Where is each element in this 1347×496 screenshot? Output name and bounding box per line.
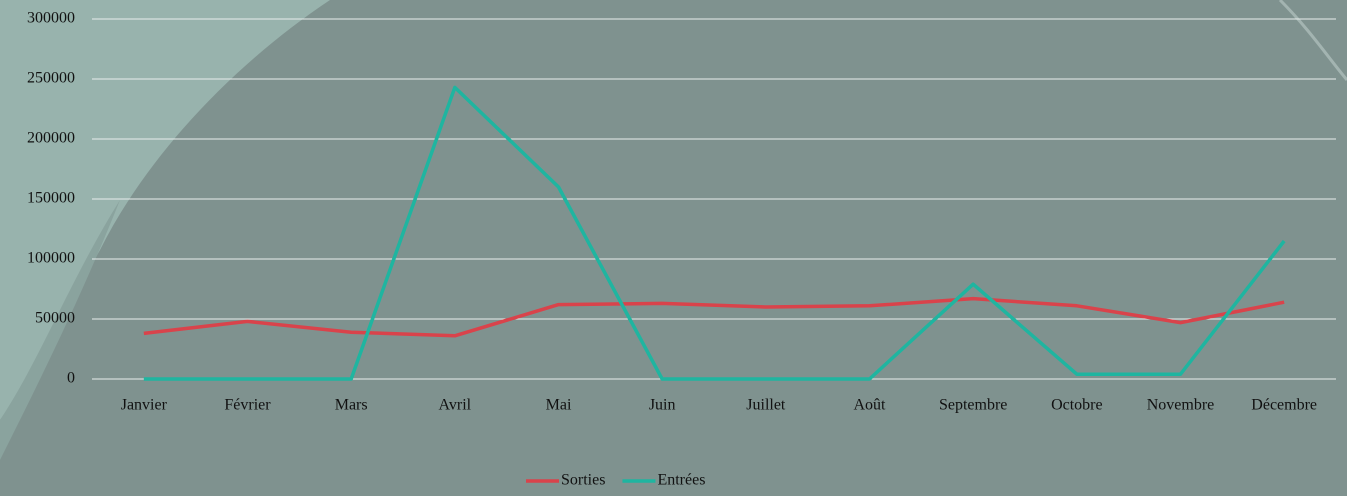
x-tick-label: Janvier xyxy=(121,397,168,414)
decor xyxy=(0,200,120,460)
y-tick-label: 250000 xyxy=(27,70,75,87)
x-tick-label: Novembre xyxy=(1147,397,1215,414)
y-tick-label: 100000 xyxy=(27,250,75,267)
legend-label: Entrées xyxy=(657,472,705,489)
decor xyxy=(0,0,330,420)
x-tick-label: Mai xyxy=(546,397,572,414)
decor xyxy=(1278,0,1347,81)
y-tick-label: 150000 xyxy=(27,190,75,207)
series-line xyxy=(143,85,1286,381)
x-tick-label: Juillet xyxy=(746,397,786,414)
x-tick-label: Août xyxy=(854,397,887,414)
y-tick-label: 200000 xyxy=(27,130,75,147)
x-tick-label: Mars xyxy=(335,397,368,414)
x-tick-label: Février xyxy=(224,397,271,414)
legend-label: Sorties xyxy=(561,472,605,489)
y-tick-label: 300000 xyxy=(27,10,75,27)
series-line xyxy=(143,296,1285,338)
x-tick-label: Avril xyxy=(439,397,472,414)
x-tick-label: Décembre xyxy=(1251,397,1317,414)
y-tick-label: 50000 xyxy=(35,310,75,327)
y-tick-label: 0 xyxy=(67,370,75,387)
x-tick-label: Septembre xyxy=(939,397,1007,414)
x-tick-label: Octobre xyxy=(1051,397,1103,414)
x-tick-label: Juin xyxy=(649,397,676,414)
